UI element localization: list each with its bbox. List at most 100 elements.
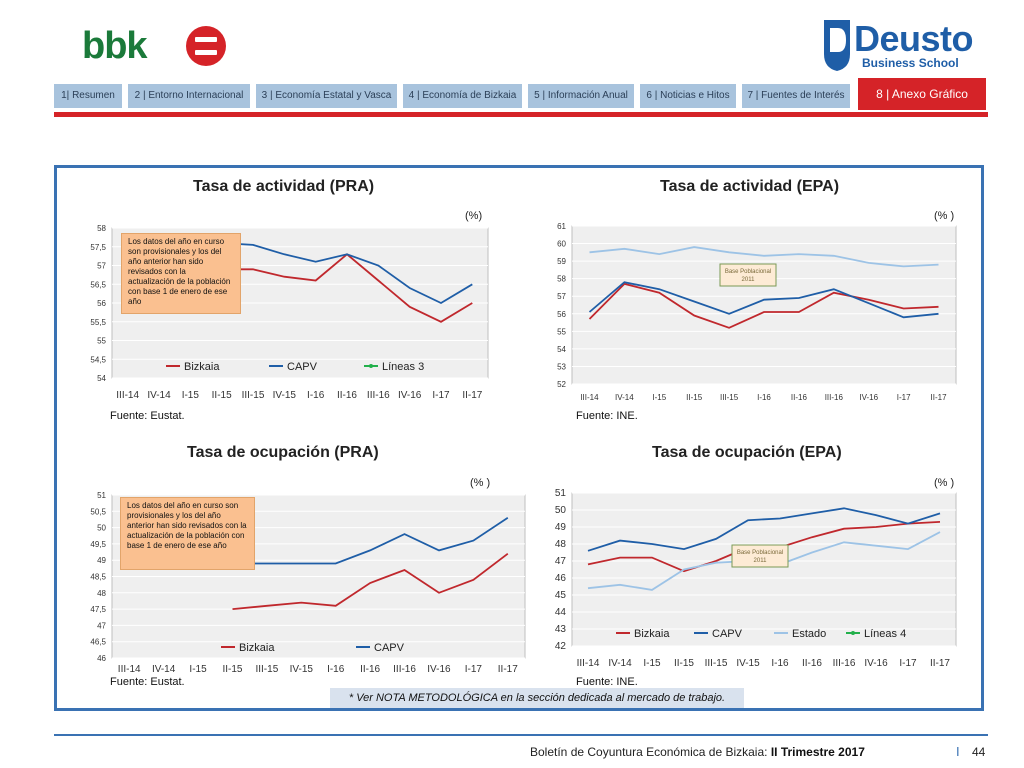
x-tick-label: I-15 xyxy=(182,390,200,401)
y-tick-label: 51 xyxy=(97,491,106,500)
y-tick-label: 56 xyxy=(557,310,566,319)
tab-anexo-grafico[interactable]: 8 | Anexo Gráfico xyxy=(858,78,986,110)
legend-label: Líneas 3 xyxy=(382,361,424,373)
x-tick-label: III-14 xyxy=(577,658,600,669)
base-poblacional-label: Base Poblacional xyxy=(737,550,783,556)
chart4-source: Fuente: INE. xyxy=(576,676,638,688)
base-poblacional-label: Base Poblacional xyxy=(725,269,771,275)
y-tick-label: 57 xyxy=(557,292,566,301)
chart1-unit: (%) xyxy=(465,210,483,222)
chart4-title: Tasa de ocupación (EPA) xyxy=(652,444,842,461)
tab-economia-bizkaia[interactable]: 4 | Economía de Bizkaia xyxy=(403,84,522,108)
x-tick-label: II-17 xyxy=(930,658,950,669)
chart2-source: Fuente: INE. xyxy=(576,410,638,422)
deusto-shield-icon xyxy=(824,20,850,71)
x-tick-label: II-17 xyxy=(498,664,518,675)
x-tick-label: IV-14 xyxy=(147,390,171,401)
y-tick-label: 55,5 xyxy=(90,318,106,327)
y-tick-label: 43 xyxy=(555,624,567,635)
legend-label: Bizkaia xyxy=(239,642,275,654)
y-tick-label: 49,5 xyxy=(90,540,106,549)
series-line-bizkaia xyxy=(232,552,509,610)
x-tick-label: III-14 xyxy=(116,390,139,401)
x-tick-label: III-14 xyxy=(580,393,599,402)
x-tick-label: I-17 xyxy=(899,658,917,669)
series-line-capv xyxy=(587,507,941,552)
chart2-unit: (% ) xyxy=(934,210,955,222)
y-tick-label: 48,5 xyxy=(90,573,106,582)
legend-marker xyxy=(851,631,855,635)
y-tick-label: 51 xyxy=(555,488,567,499)
x-tick-label: IV-15 xyxy=(290,664,314,675)
x-tick-label: I-17 xyxy=(432,390,450,401)
footer-text: Boletín de Coyuntura Económica de Bizkai… xyxy=(530,745,768,759)
x-tick-label: II-16 xyxy=(791,393,808,402)
chart1-source: Fuente: Eustat. xyxy=(110,410,185,422)
deusto-wordmark: Deusto xyxy=(854,18,974,59)
x-tick-label: III-15 xyxy=(242,390,265,401)
legend-label: Líneas 4 xyxy=(864,628,906,640)
x-tick-label: IV-16 xyxy=(427,664,451,675)
chart3-note: Los datos del año en curso son provision… xyxy=(120,497,255,570)
x-tick-label: II-15 xyxy=(674,658,694,669)
y-tick-label: 57 xyxy=(97,262,106,271)
series-line-bizkaia xyxy=(588,282,939,329)
x-tick-label: III-14 xyxy=(118,664,141,675)
y-tick-label: 58 xyxy=(97,224,106,233)
nav-underline xyxy=(54,112,988,117)
x-tick-label: III-16 xyxy=(367,390,390,401)
svg-text:bbk: bbk xyxy=(82,25,148,67)
y-tick-label: 60 xyxy=(557,240,566,249)
y-tick-label: 47 xyxy=(97,621,106,630)
legend-label: Bizkaia xyxy=(184,361,220,373)
x-tick-label: I-16 xyxy=(307,390,325,401)
x-tick-label: III-16 xyxy=(825,393,844,402)
series-line-capv xyxy=(232,517,509,565)
tab-entorno-internacional[interactable]: 2 | Entorno Internacional xyxy=(128,84,250,108)
x-tick-label: I-16 xyxy=(771,658,789,669)
x-tick-label: III-16 xyxy=(833,658,856,669)
x-tick-label: I-17 xyxy=(897,393,911,402)
tab-noticias-hitos[interactable]: 6 | Noticias e Hitos xyxy=(640,84,736,108)
chart4-unit: (% ) xyxy=(934,477,955,489)
chart3-title: Tasa de ocupación (PRA) xyxy=(187,444,379,461)
x-tick-label: IV-16 xyxy=(398,390,422,401)
y-tick-label: 50,5 xyxy=(90,507,106,516)
footer-divider xyxy=(54,734,988,736)
x-tick-label: II-16 xyxy=(360,664,380,675)
y-tick-label: 44 xyxy=(555,607,567,618)
y-tick-label: 56,5 xyxy=(90,280,106,289)
methodology-note: * Ver NOTA METODOLÓGICA en la sección de… xyxy=(330,688,744,708)
y-tick-label: 53 xyxy=(557,362,566,371)
deusto-subtitle: Business School xyxy=(862,56,959,70)
y-tick-label: 59 xyxy=(557,257,566,266)
y-tick-label: 46 xyxy=(97,654,106,663)
x-tick-label: IV-15 xyxy=(273,390,297,401)
x-tick-label: II-15 xyxy=(686,393,703,402)
x-tick-label: III-16 xyxy=(393,664,416,675)
x-tick-label: IV-14 xyxy=(615,393,634,402)
x-tick-label: I-15 xyxy=(189,664,207,675)
legend-label: Bizkaia xyxy=(634,628,670,640)
x-tick-label: IV-16 xyxy=(864,658,888,669)
base-poblacional-year: 2011 xyxy=(754,558,768,564)
tab-resumen[interactable]: 1| Resumen xyxy=(54,84,122,108)
x-tick-label: III-15 xyxy=(255,664,278,675)
x-tick-label: I-15 xyxy=(643,658,661,669)
tab-fuentes-interes[interactable]: 7 | Fuentes de Interés xyxy=(742,84,850,108)
x-tick-label: IV-14 xyxy=(152,664,176,675)
y-tick-label: 50 xyxy=(555,505,567,516)
base-poblacional-box xyxy=(719,263,777,287)
y-tick-label: 45 xyxy=(555,590,567,601)
chart3-unit: (% ) xyxy=(470,477,491,489)
chart1-note: Los datos del año en curso son provision… xyxy=(121,233,241,314)
tab-economia-estatal-vasca[interactable]: 3 | Economía Estatal y Vasca xyxy=(256,84,397,108)
y-tick-label: 48 xyxy=(97,589,106,598)
x-tick-label: III-15 xyxy=(705,658,728,669)
y-tick-label: 46 xyxy=(555,573,567,584)
y-tick-label: 55 xyxy=(557,327,566,336)
y-tick-label: 61 xyxy=(557,222,566,231)
tab-informacion-anual[interactable]: 5 | Información Anual xyxy=(528,84,634,108)
chart1-title: Tasa de actividad (PRA) xyxy=(193,178,375,195)
